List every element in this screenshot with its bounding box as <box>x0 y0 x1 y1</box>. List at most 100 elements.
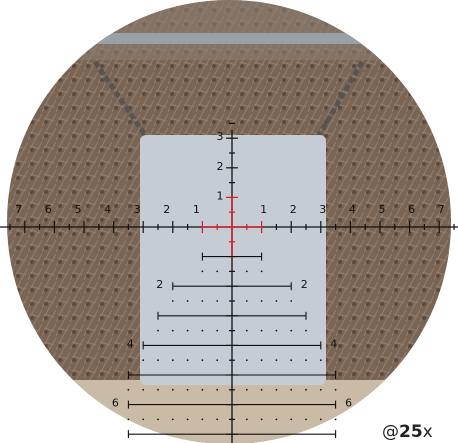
lower-label: 6 <box>345 397 352 410</box>
dot <box>186 418 189 421</box>
dot <box>245 388 248 391</box>
dot <box>245 300 248 302</box>
dot <box>231 418 233 421</box>
lower-label: 4 <box>330 337 337 350</box>
dot <box>260 359 263 362</box>
dot <box>305 329 307 332</box>
upper-label: 3 <box>217 130 224 143</box>
mag-value: 25 <box>399 422 423 442</box>
dot <box>275 329 278 332</box>
dot <box>305 418 307 421</box>
dot <box>142 418 145 421</box>
dot <box>157 359 159 362</box>
dot <box>290 418 293 421</box>
dot <box>171 388 174 391</box>
dot <box>186 329 189 332</box>
left-label: 6 <box>45 203 52 216</box>
dot <box>157 329 159 332</box>
dot <box>319 418 322 421</box>
right-label: 4 <box>349 203 356 216</box>
mag-suffix: x <box>423 422 433 442</box>
dot <box>171 329 174 332</box>
dot <box>216 300 219 302</box>
dot <box>201 388 204 391</box>
dot <box>186 359 189 362</box>
dot <box>201 418 204 421</box>
left-label: 5 <box>75 203 82 216</box>
dot <box>231 300 233 302</box>
dot <box>216 359 219 362</box>
lower-label: 2 <box>301 278 308 291</box>
dot <box>216 418 219 421</box>
lower-label: 6 <box>112 397 119 410</box>
left-label: 2 <box>163 203 170 216</box>
dot <box>186 388 189 391</box>
dot <box>334 388 337 391</box>
left-label: 4 <box>104 203 111 216</box>
dot <box>127 388 130 391</box>
mag-prefix: @ <box>382 422 399 442</box>
dot <box>305 388 307 391</box>
left-label: 1 <box>193 203 200 216</box>
dot <box>275 388 278 391</box>
chain <box>312 60 365 144</box>
dot <box>142 359 145 362</box>
hanger-bar <box>7 33 451 44</box>
dot <box>275 359 278 362</box>
dot <box>260 329 263 332</box>
left-label: 7 <box>15 203 22 216</box>
dot <box>231 359 233 362</box>
dot <box>157 418 159 421</box>
dot <box>319 359 322 362</box>
dot <box>319 388 322 391</box>
right-label: 7 <box>438 203 445 216</box>
dot <box>290 300 293 302</box>
dot <box>260 418 263 421</box>
dot <box>142 388 145 391</box>
dot <box>171 300 174 302</box>
right-label: 5 <box>379 203 386 216</box>
dot <box>216 270 219 273</box>
right-label: 6 <box>408 203 415 216</box>
dot <box>260 300 263 302</box>
dot <box>260 388 263 391</box>
reticle: 7 6 5 4 3 2 1 1 2 3 4 5 6 7 3 2 1 2 2 4 4 6 6 <box>0 122 458 443</box>
dot <box>245 359 248 362</box>
dot <box>201 270 204 273</box>
right-label: 1 <box>260 203 267 216</box>
upper-brush <box>7 0 451 60</box>
dot <box>127 418 130 421</box>
dot <box>201 300 204 302</box>
dot <box>245 270 248 273</box>
dot <box>290 359 293 362</box>
dot <box>245 329 248 332</box>
dot <box>216 329 219 332</box>
dot <box>231 270 233 273</box>
dot <box>305 359 307 362</box>
dot <box>231 329 233 332</box>
dot <box>290 388 293 391</box>
dot <box>171 418 174 421</box>
lower-label: 4 <box>127 337 134 350</box>
dot <box>245 418 248 421</box>
lower-label: 2 <box>156 278 163 291</box>
steel-target <box>140 135 326 385</box>
right-label: 3 <box>319 203 326 216</box>
upper-label: 2 <box>217 160 224 173</box>
dot <box>231 388 233 391</box>
dot <box>334 418 337 421</box>
dot <box>171 359 174 362</box>
dot <box>216 388 219 391</box>
right-label: 2 <box>290 203 297 216</box>
dot <box>260 270 263 273</box>
magnification: @25x <box>382 422 433 442</box>
dot <box>201 329 204 332</box>
dot <box>275 418 278 421</box>
upper-label: 1 <box>217 189 224 202</box>
dot <box>275 300 278 302</box>
left-label: 3 <box>134 203 141 216</box>
dot <box>186 300 189 302</box>
dot <box>157 388 159 391</box>
